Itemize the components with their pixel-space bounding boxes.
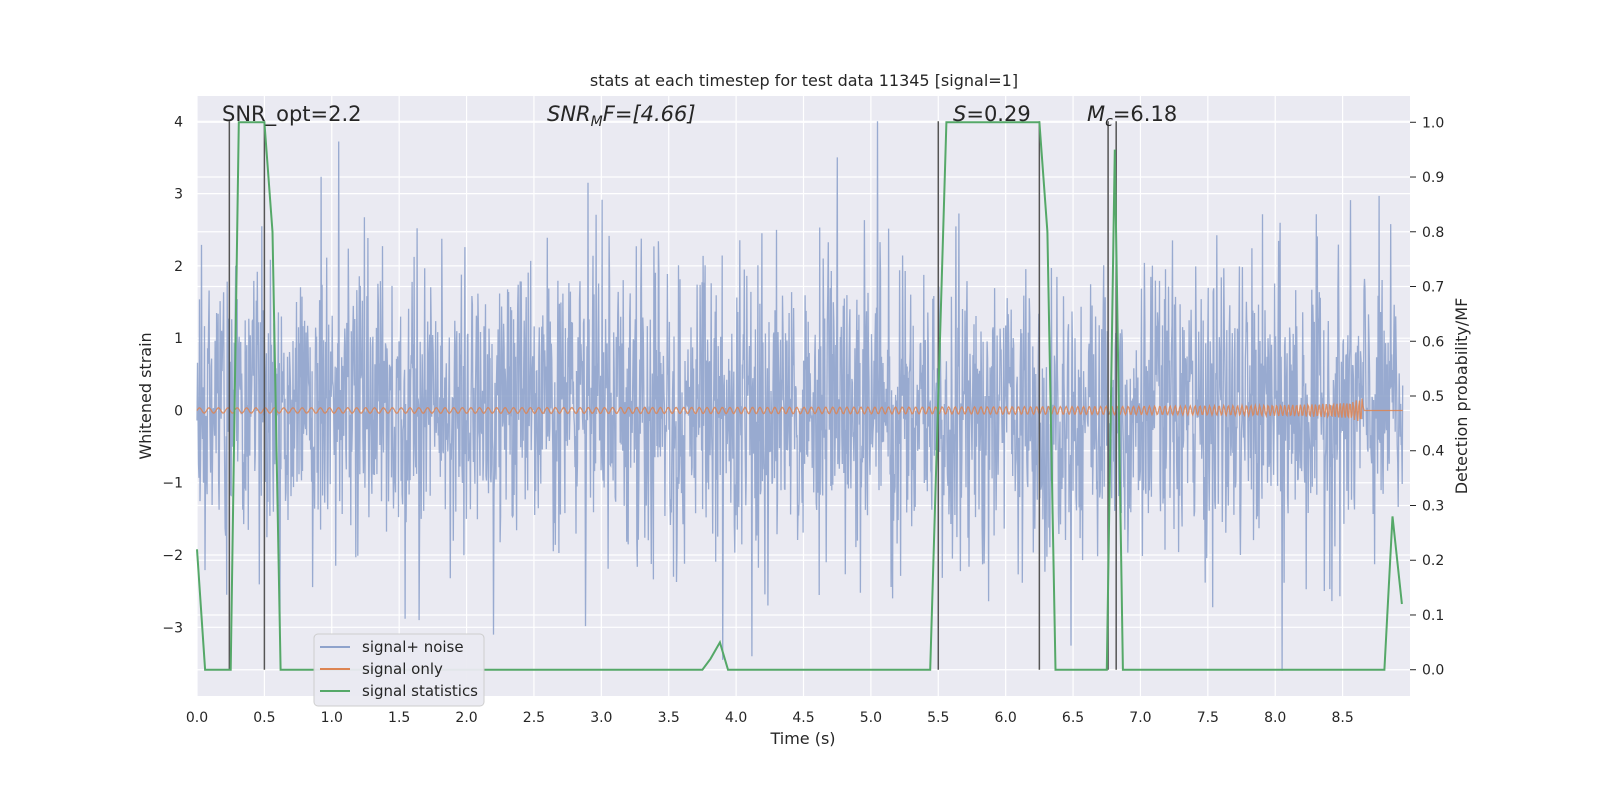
- y-right-axis-label: Detection probability/MF: [1452, 298, 1471, 495]
- x-tick-label-13: 6.5: [1062, 710, 1084, 726]
- y-left-tick-label-2: −1: [162, 476, 183, 492]
- x-tick-label-11: 5.5: [927, 710, 949, 726]
- signal-noise-line: [196, 121, 1404, 671]
- y-right-tick-label-8: 0.8: [1422, 225, 1444, 241]
- y-right-tick-label-1: 0.1: [1422, 608, 1444, 624]
- x-tick-label-12: 6.0: [995, 710, 1017, 726]
- x-tick-label-5: 2.5: [523, 710, 545, 726]
- y-left-tick-label-5: 2: [174, 259, 183, 275]
- annotation-snr-mf-subscript: M: [591, 114, 603, 130]
- x-tick-label-7: 3.5: [658, 710, 680, 726]
- x-axis-label: Time (s): [769, 729, 835, 748]
- x-axis-ticks: 0.0 0.5 1.0 1.5 2.0 2.5 3.0 3.5 4.0 4.5 5.0 5.5 6.0 6…: [186, 710, 1354, 726]
- annotation-snr-opt: SNR_opt=2.2: [222, 102, 362, 127]
- x-tick-label-4: 2.0: [455, 710, 477, 726]
- signal-statistics-line: [196, 121, 1403, 671]
- y-right-axis-ticks: 0.0 0.1 0.2 0.3 0.4 0.5 0.6 0.7 0.8 0.9 1.0: [1410, 115, 1444, 679]
- series-signal-only: [196, 398, 1403, 421]
- x-tick-label-9: 4.5: [792, 710, 814, 726]
- x-tick-label-6: 3.0: [590, 710, 612, 726]
- y-right-tick-label-9: 0.9: [1422, 170, 1444, 186]
- annotation-mc-subscript: c: [1105, 114, 1113, 130]
- y-right-tick-label-0: 0.0: [1422, 663, 1444, 679]
- annotation-mc-value: =6.18: [1113, 102, 1177, 126]
- y-right-tick-label-2: 0.2: [1422, 553, 1444, 569]
- signal-only-line: [196, 398, 1403, 421]
- y-right-tick-label-5: 0.5: [1422, 389, 1444, 405]
- series-signal-statistics: [196, 121, 1403, 671]
- series-signal-noise: [196, 121, 1404, 671]
- y-left-tick-label-7: 4: [174, 114, 183, 130]
- y-left-tick-label-1: −2: [162, 548, 183, 564]
- legend-label-signal-only: signal only: [362, 660, 443, 678]
- legend-label-signal-noise: signal+ noise: [362, 638, 464, 656]
- x-tick-label-10: 5.0: [860, 710, 882, 726]
- y-right-tick-label-3: 0.3: [1422, 498, 1444, 514]
- y-left-tick-label-0: −3: [162, 620, 183, 636]
- x-tick-label-15: 7.5: [1197, 710, 1219, 726]
- legend: signal+ noise signal only signal statist…: [313, 633, 485, 707]
- y-left-tick-label-4: 1: [174, 331, 183, 347]
- y-right-tick-label-4: 0.4: [1422, 444, 1444, 460]
- annotation-s-value: =0.29: [966, 102, 1030, 126]
- annotation-mc-symbol: M: [1087, 102, 1105, 126]
- y-right-tick-label-6: 0.6: [1422, 334, 1444, 350]
- x-tick-label-0: 0.0: [186, 710, 208, 726]
- x-tick-label-17: 8.5: [1331, 710, 1353, 726]
- legend-label-signal-statistics: signal statistics: [362, 682, 478, 700]
- annotation-snr-mf-value: F=[4.66]: [603, 102, 696, 126]
- y-left-tick-label-3: 0: [174, 403, 183, 419]
- x-tick-label-16: 8.0: [1264, 710, 1286, 726]
- x-tick-label-1: 0.5: [253, 710, 275, 726]
- chart-title: stats at each timestep for test data 113…: [590, 71, 1018, 90]
- annotation-mc: Mc=6.18: [1087, 102, 1177, 130]
- y-left-axis-label: Whitened strain: [136, 332, 155, 459]
- x-tick-label-3: 1.5: [388, 710, 410, 726]
- annotation-s-symbol: S: [953, 102, 966, 126]
- y-right-tick-label-10: 1.0: [1422, 115, 1444, 131]
- x-tick-label-14: 7.0: [1129, 710, 1151, 726]
- x-tick-label-8: 4.0: [725, 710, 747, 726]
- y-left-axis-ticks: −3 −2 −1 0 1 2 3 4: [162, 114, 183, 636]
- y-left-tick-label-6: 3: [174, 187, 183, 203]
- legend-box: [313, 633, 485, 707]
- y-right-tick-label-7: 0.7: [1422, 280, 1444, 296]
- x-tick-label-2: 1.0: [321, 710, 343, 726]
- annotation-snr-mf: SNRMF=[4.66]: [547, 102, 696, 130]
- annotation-snr-mf-symbol: SNR: [547, 102, 591, 126]
- annotation-s: S=0.29: [953, 102, 1031, 126]
